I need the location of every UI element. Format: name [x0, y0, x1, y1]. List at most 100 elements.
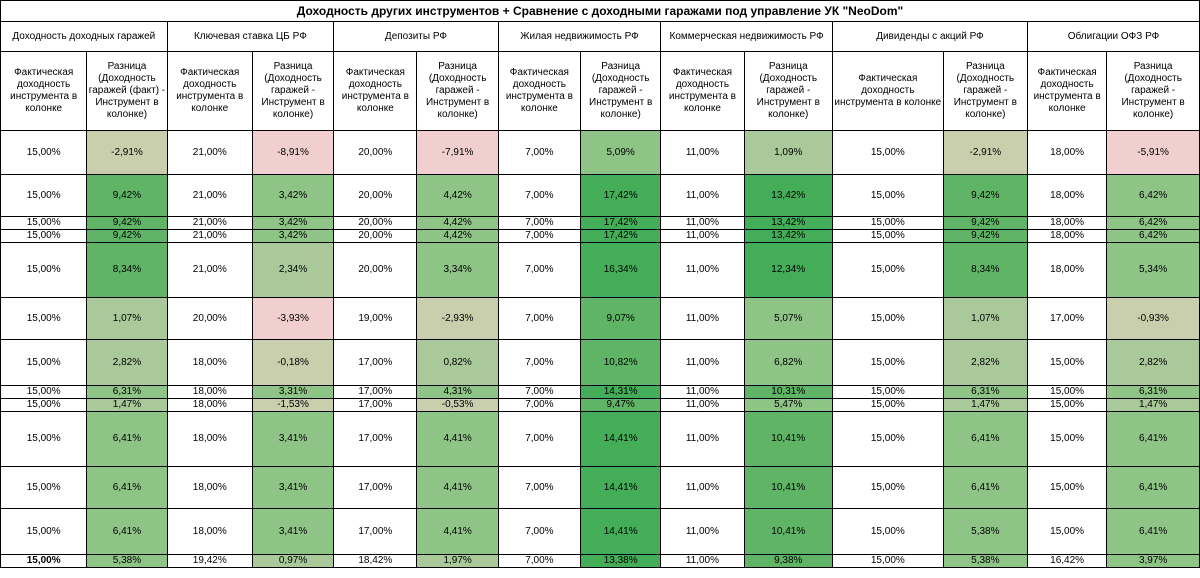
cell-residential-actual[interactable]: 7,00%	[497, 229, 582, 243]
cell-ofz-difference[interactable]: 6,31%	[1106, 385, 1200, 399]
cell-deposits-difference[interactable]: 1,97%	[416, 554, 499, 568]
cell-residential-difference[interactable]: 9,47%	[580, 398, 662, 412]
cell-deposits-actual[interactable]: 17,00%	[333, 398, 418, 412]
cell-commercial-difference[interactable]: 13,42%	[743, 174, 833, 217]
cell-dividends-difference[interactable]: 2,82%	[942, 339, 1029, 386]
cell-residential-difference[interactable]: 17,42%	[580, 174, 662, 217]
cell-commercial-difference[interactable]: 10,41%	[743, 466, 833, 509]
cell-residential-difference[interactable]: 16,34%	[580, 242, 662, 298]
cell-ofz-difference[interactable]: 5,34%	[1106, 242, 1200, 298]
cell-commercial-actual[interactable]: 11,00%	[660, 554, 745, 568]
cell-dividends-difference[interactable]: 8,34%	[942, 242, 1029, 298]
cell-deposits-difference[interactable]: 3,34%	[416, 242, 499, 298]
cell-ofz-actual[interactable]: 17,00%	[1026, 297, 1108, 340]
cell-commercial-actual[interactable]: 11,00%	[660, 242, 745, 298]
cell-dividends-actual[interactable]: 15,00%	[831, 242, 944, 298]
cell-garages-difference[interactable]: 5,38%	[86, 554, 168, 568]
cell-dividends-difference[interactable]: 6,41%	[942, 411, 1029, 467]
cell-key-rate-actual[interactable]: 18,00%	[166, 411, 253, 467]
cell-commercial-actual[interactable]: 11,00%	[660, 398, 745, 412]
cell-garages-actual[interactable]: 15,00%	[0, 174, 88, 217]
cell-garages-actual[interactable]: 15,00%	[0, 508, 88, 555]
cell-ofz-difference[interactable]: 6,41%	[1106, 508, 1200, 555]
cell-dividends-difference[interactable]: 9,42%	[942, 216, 1029, 230]
cell-residential-difference[interactable]: 17,42%	[580, 229, 662, 243]
cell-residential-difference[interactable]: 14,41%	[580, 411, 662, 467]
cell-deposits-difference[interactable]: 4,42%	[416, 216, 499, 230]
cell-garages-difference[interactable]: 6,41%	[86, 466, 168, 509]
cell-deposits-actual[interactable]: 20,00%	[333, 174, 418, 217]
cell-commercial-actual[interactable]: 11,00%	[660, 385, 745, 399]
cell-commercial-actual[interactable]: 11,00%	[660, 411, 745, 467]
cell-deposits-difference[interactable]: 0,82%	[416, 339, 499, 386]
cell-garages-difference[interactable]: 6,31%	[86, 385, 168, 399]
cell-garages-difference[interactable]: 6,41%	[86, 508, 168, 555]
cell-dividends-actual[interactable]: 15,00%	[831, 385, 944, 399]
cell-key-rate-actual[interactable]: 20,00%	[166, 297, 253, 340]
cell-dividends-actual[interactable]: 15,00%	[831, 411, 944, 467]
cell-residential-actual[interactable]: 7,00%	[497, 130, 582, 175]
cell-commercial-actual[interactable]: 11,00%	[660, 508, 745, 555]
cell-ofz-actual[interactable]: 15,00%	[1026, 508, 1108, 555]
cell-key-rate-actual[interactable]: 18,00%	[166, 398, 253, 412]
cell-residential-difference[interactable]: 9,07%	[580, 297, 662, 340]
cell-commercial-difference[interactable]: 13,42%	[743, 216, 833, 230]
cell-garages-actual[interactable]: 15,00%	[0, 229, 88, 243]
cell-dividends-difference[interactable]: 1,47%	[942, 398, 1029, 412]
cell-ofz-difference[interactable]: 1,47%	[1106, 398, 1200, 412]
cell-garages-actual[interactable]: 15,00%	[0, 339, 88, 386]
cell-garages-actual[interactable]: 15,00%	[0, 297, 88, 340]
cell-key-rate-difference[interactable]: 2,34%	[251, 242, 335, 298]
cell-dividends-difference[interactable]: -2,91%	[942, 130, 1029, 175]
cell-commercial-actual[interactable]: 11,00%	[660, 130, 745, 175]
cell-key-rate-actual[interactable]: 21,00%	[166, 174, 253, 217]
cell-ofz-difference[interactable]: -5,91%	[1106, 130, 1200, 175]
cell-garages-difference[interactable]: 2,82%	[86, 339, 168, 386]
cell-key-rate-difference[interactable]: -0,18%	[251, 339, 335, 386]
cell-key-rate-difference[interactable]: -8,91%	[251, 130, 335, 175]
cell-ofz-actual[interactable]: 15,00%	[1026, 411, 1108, 467]
cell-dividends-difference[interactable]: 1,07%	[942, 297, 1029, 340]
cell-ofz-actual[interactable]: 16,42%	[1026, 554, 1108, 568]
cell-garages-difference[interactable]: 9,42%	[86, 174, 168, 217]
cell-key-rate-actual[interactable]: 21,00%	[166, 242, 253, 298]
cell-deposits-actual[interactable]: 20,00%	[333, 242, 418, 298]
cell-garages-actual[interactable]: 15,00%	[0, 130, 88, 175]
cell-residential-actual[interactable]: 7,00%	[497, 174, 582, 217]
cell-commercial-difference[interactable]: 12,34%	[743, 242, 833, 298]
cell-ofz-difference[interactable]: 6,42%	[1106, 229, 1200, 243]
cell-key-rate-actual[interactable]: 18,00%	[166, 508, 253, 555]
cell-residential-actual[interactable]: 7,00%	[497, 339, 582, 386]
cell-garages-difference[interactable]: 8,34%	[86, 242, 168, 298]
cell-dividends-actual[interactable]: 15,00%	[831, 229, 944, 243]
cell-garages-actual[interactable]: 15,00%	[0, 216, 88, 230]
cell-dividends-difference[interactable]: 6,41%	[942, 466, 1029, 509]
cell-key-rate-difference[interactable]: 3,41%	[251, 508, 335, 555]
cell-commercial-difference[interactable]: 5,47%	[743, 398, 833, 412]
cell-ofz-actual[interactable]: 15,00%	[1026, 385, 1108, 399]
cell-residential-difference[interactable]: 13,38%	[580, 554, 662, 568]
cell-ofz-actual[interactable]: 18,00%	[1026, 130, 1108, 175]
cell-commercial-actual[interactable]: 11,00%	[660, 174, 745, 217]
cell-commercial-actual[interactable]: 11,00%	[660, 229, 745, 243]
cell-ofz-actual[interactable]: 15,00%	[1026, 339, 1108, 386]
cell-key-rate-actual[interactable]: 18,00%	[166, 339, 253, 386]
cell-ofz-difference[interactable]: -0,93%	[1106, 297, 1200, 340]
cell-ofz-actual[interactable]: 15,00%	[1026, 466, 1108, 509]
cell-deposits-difference[interactable]: 4,31%	[416, 385, 499, 399]
cell-residential-difference[interactable]: 17,42%	[580, 216, 662, 230]
cell-key-rate-actual[interactable]: 19,42%	[166, 554, 253, 568]
cell-deposits-difference[interactable]: -2,93%	[416, 297, 499, 340]
cell-dividends-difference[interactable]: 9,42%	[942, 229, 1029, 243]
cell-commercial-actual[interactable]: 11,00%	[660, 216, 745, 230]
cell-deposits-difference[interactable]: 4,42%	[416, 174, 499, 217]
cell-deposits-actual[interactable]: 20,00%	[333, 229, 418, 243]
cell-commercial-difference[interactable]: 10,31%	[743, 385, 833, 399]
cell-key-rate-difference[interactable]: -3,93%	[251, 297, 335, 340]
cell-residential-actual[interactable]: 7,00%	[497, 216, 582, 230]
cell-ofz-difference[interactable]: 6,41%	[1106, 411, 1200, 467]
cell-deposits-difference[interactable]: 4,41%	[416, 466, 499, 509]
cell-dividends-actual[interactable]: 15,00%	[831, 466, 944, 509]
cell-ofz-actual[interactable]: 15,00%	[1026, 398, 1108, 412]
cell-key-rate-difference[interactable]: 3,42%	[251, 174, 335, 217]
